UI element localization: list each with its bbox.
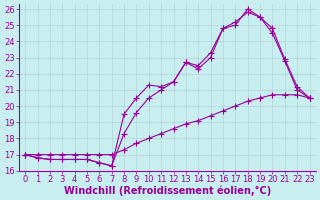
X-axis label: Windchill (Refroidissement éolien,°C): Windchill (Refroidissement éolien,°C)	[64, 185, 271, 196]
